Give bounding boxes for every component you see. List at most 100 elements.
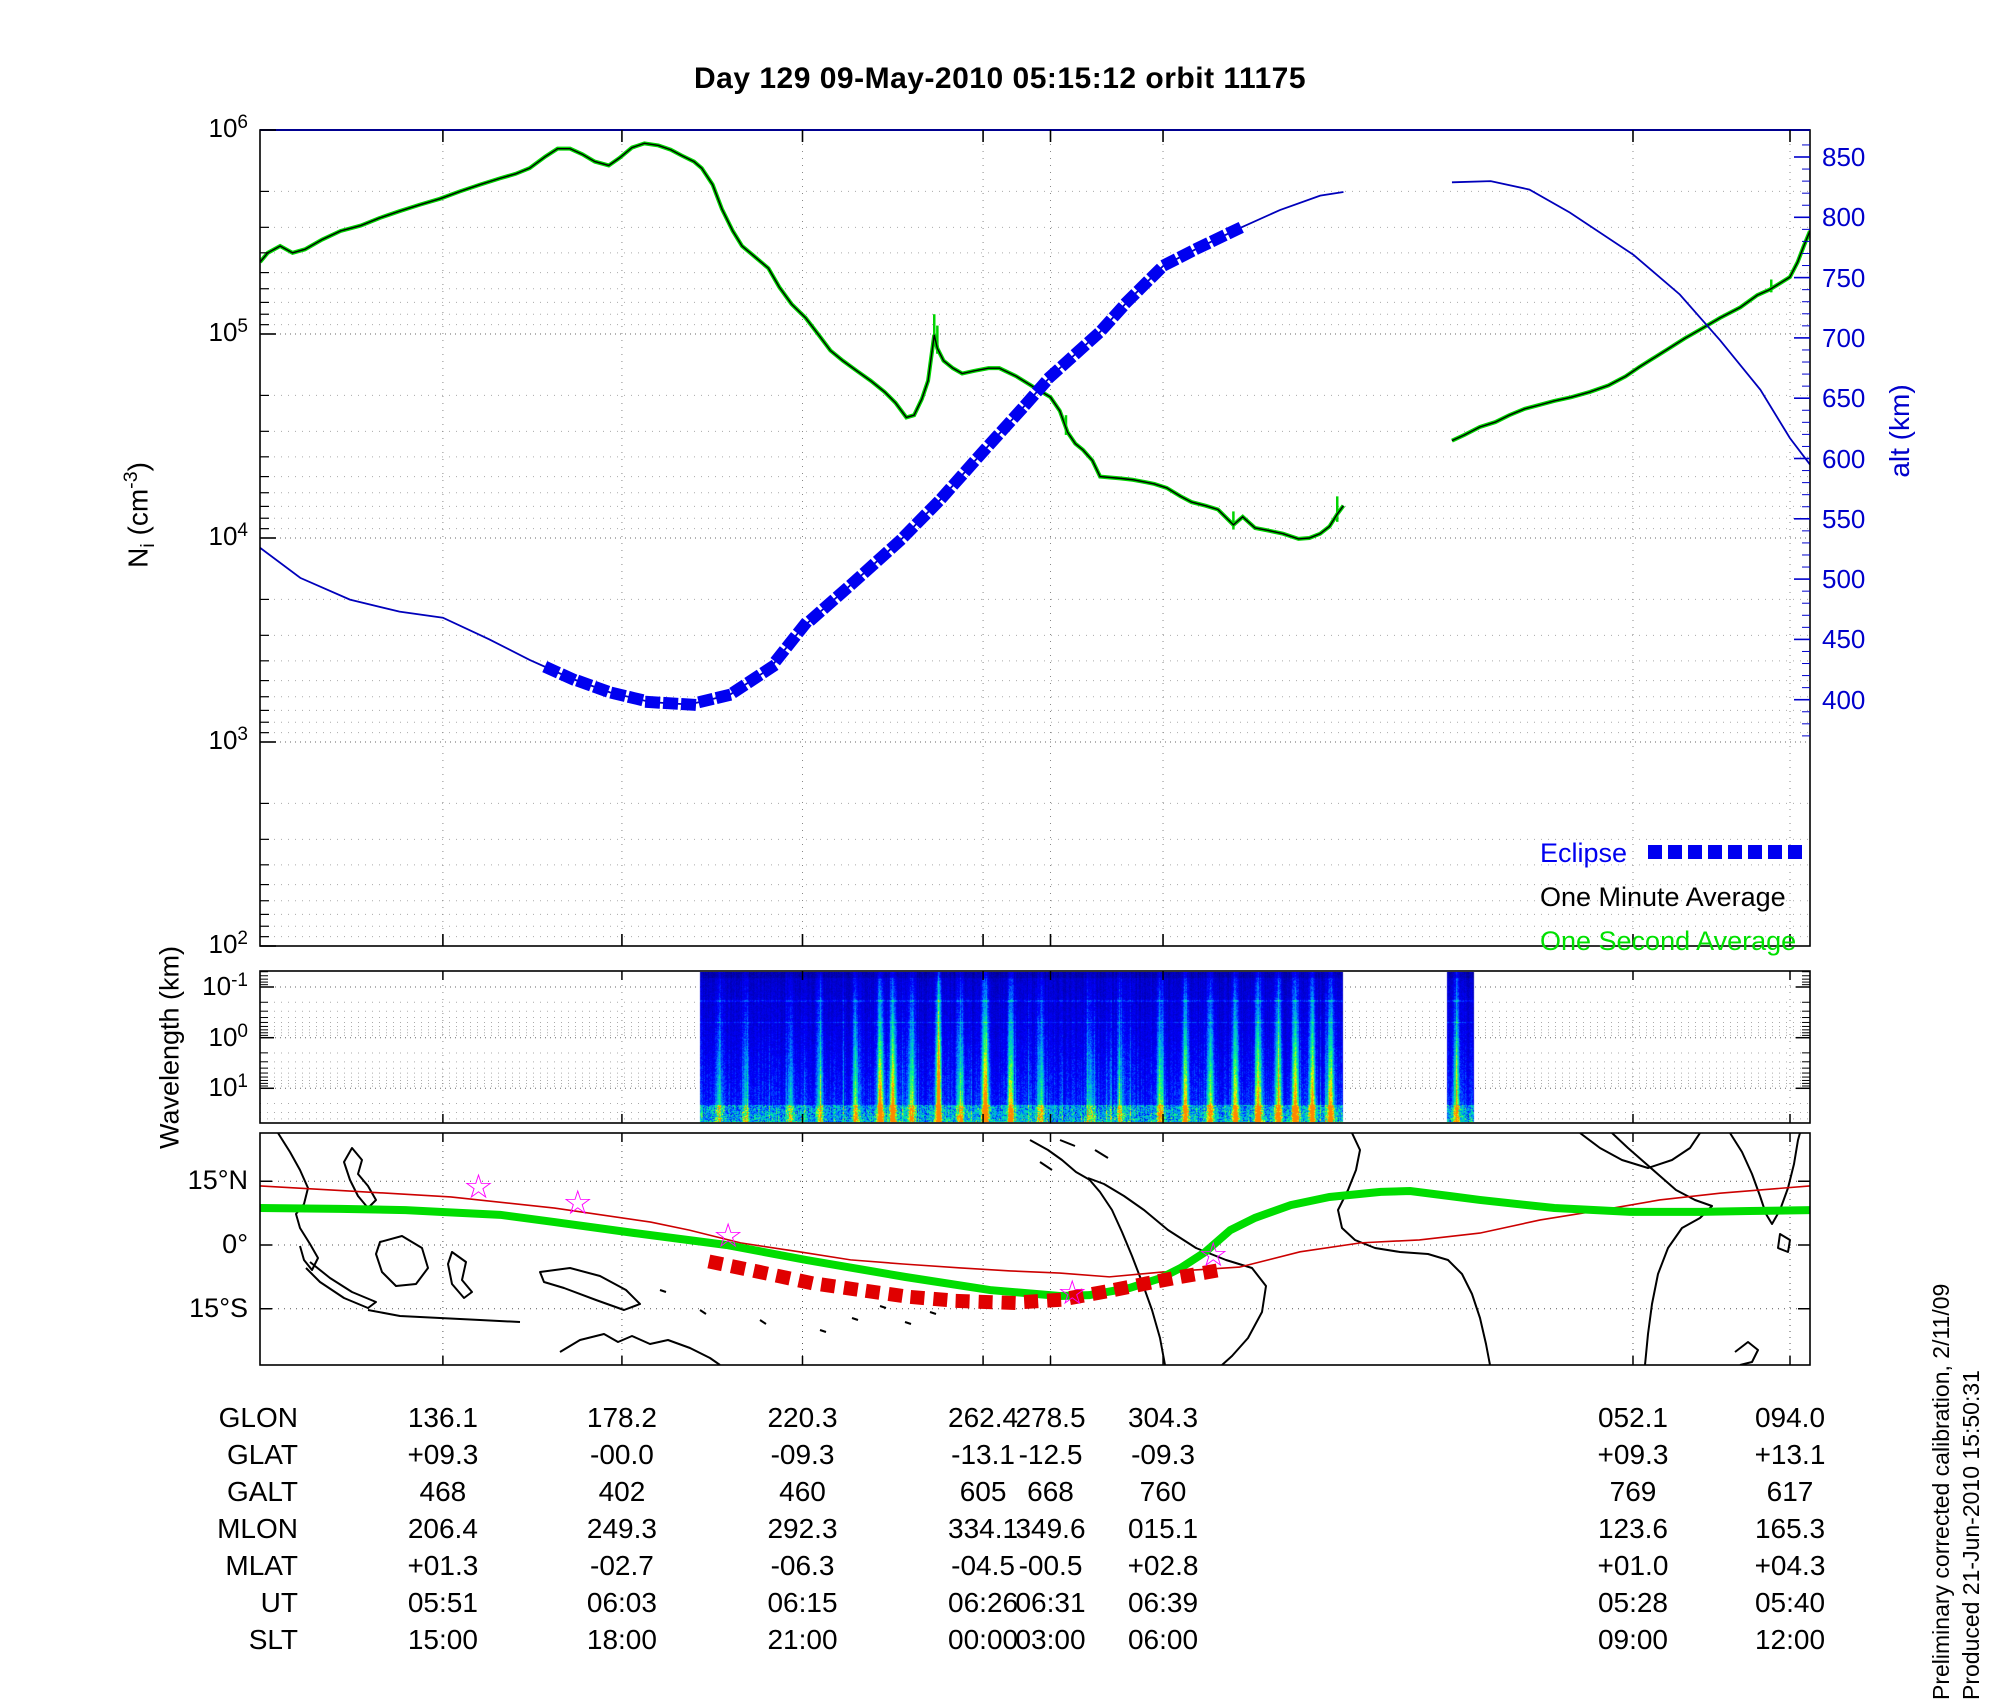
ni-label-sub: i: [136, 543, 159, 548]
one-minute-average-curve: [260, 142, 1345, 540]
wavelength-tick-10e1: 101: [208, 1071, 249, 1103]
alt-tick-850: 850: [1822, 142, 1866, 172]
eclipse-marker: [1208, 229, 1228, 248]
table-cell-ut-7: 05:40: [1754, 1587, 1826, 1618]
table-cell-slt-2: 21:00: [767, 1624, 838, 1655]
eclipse-marker: [805, 606, 825, 626]
legend-eclipse-label: Eclipse: [1540, 838, 1628, 868]
eclipse-marker: [1057, 352, 1077, 372]
wavelength-tick-10e0: 100: [208, 1020, 249, 1052]
density-axis-label: Ni (cm-3): [120, 415, 160, 615]
table-row-label-galt: GALT: [226, 1476, 298, 1507]
table-cell-slt-5: 06:00: [1127, 1624, 1199, 1655]
star-marker: ☆: [713, 1216, 743, 1256]
alt-tick-800: 800: [1822, 202, 1866, 233]
table-cell-glat-5: -09.3: [1131, 1439, 1195, 1470]
table-cell-slt-6: 09:00: [1597, 1624, 1669, 1655]
eclipse-marker: [662, 696, 679, 710]
altitude-curve: [1451, 180, 1810, 466]
eclipse-marker: [948, 470, 968, 490]
table-cell-ut-3: 06:26: [948, 1587, 1019, 1618]
table-row-label-glat: GLAT: [226, 1439, 298, 1470]
eclipse-ground-marker: [1157, 1271, 1174, 1289]
eclipse-marker: [1096, 315, 1116, 335]
coastline: [1729, 1133, 1801, 1225]
eclipse-ground-marker: [1091, 1284, 1108, 1301]
table-cell-glat-7: +13.1: [1754, 1439, 1826, 1470]
one-minute-average-curve: [1451, 230, 1810, 442]
coastline: [1734, 1341, 1759, 1365]
table-cell-mlat-1: -02.7: [590, 1550, 654, 1581]
density-tick-10e4: 104: [208, 520, 249, 551]
eclipse-ground-marker: [1112, 1280, 1130, 1297]
table-cell-glon-4: 278.5: [1015, 1402, 1086, 1433]
eclipse-marker: [626, 690, 645, 707]
eclipse-ground-marker: [1202, 1263, 1219, 1280]
eclipse-ground-marker: [887, 1287, 904, 1303]
eclipse-marker: [960, 457, 980, 477]
spectrogram-image: [261, 972, 1809, 1122]
alt-tick-400: 400: [1822, 684, 1866, 715]
table-row-label-glon: GLON: [218, 1402, 298, 1433]
table-row-label-slt: SLT: [248, 1624, 298, 1655]
eclipse-marker: [575, 674, 594, 692]
coastline: [1087, 1177, 1267, 1365]
eclipse-marker: [770, 646, 790, 666]
star-marker: ☆: [1198, 1235, 1228, 1275]
eclipse-marker: [972, 443, 992, 463]
table-cell-glat-1: -00.0: [590, 1439, 654, 1470]
table-cell-ut-5: 06:39: [1127, 1587, 1199, 1618]
eclipse-marker: [936, 483, 956, 504]
table-cell-slt-4: 03:00: [1015, 1624, 1086, 1655]
table-cell-glat-2: -09.3: [770, 1439, 835, 1470]
eclipse-marker: [899, 522, 919, 542]
eclipse-marker: [729, 679, 749, 698]
eclipse-ground-marker: [820, 1277, 836, 1294]
eclipse-marker: [1176, 245, 1196, 263]
alt-tick-700: 700: [1822, 322, 1866, 353]
map-lat-label-1: 0°: [222, 1229, 248, 1259]
eclipse-marker: [792, 618, 812, 638]
alt-tick-600: 600: [1822, 443, 1866, 474]
eclipse-marker: [1225, 221, 1244, 240]
table-cell-mlon-4: 349.6: [1015, 1513, 1086, 1544]
table-cell-glon-7: 094.0: [1754, 1402, 1826, 1433]
ni-label-close: ): [122, 462, 154, 472]
eclipse-marker: [1120, 289, 1140, 309]
alt-tick-550: 550: [1822, 503, 1866, 534]
page-title: Day 129 09-May-2010 05:15:12 orbit 11175: [693, 62, 1307, 95]
eclipse-marker: [886, 534, 906, 554]
map-bg: [260, 1133, 1810, 1365]
table-cell-mlon-3: 334.1: [948, 1513, 1019, 1544]
eclipse-ground-marker: [1023, 1294, 1039, 1309]
coastline: [367, 1309, 521, 1323]
eclipse-marker: [781, 632, 801, 652]
eclipse-ground-marker: [909, 1289, 925, 1306]
coastline: [343, 1147, 377, 1209]
note-line-2: Produced 21-Jun-2010 15:50:31: [1958, 1370, 1984, 1700]
table-cell-ut-1: 06:03: [586, 1587, 657, 1618]
coastline: [375, 1235, 429, 1287]
table-cell-glon-1: 178.2: [586, 1402, 657, 1433]
legend-eclipse-swatch: [1648, 845, 1806, 859]
eclipse-marker: [819, 594, 839, 614]
map-lat-label-0: 15°N: [187, 1165, 248, 1196]
table-cell-mlon-1: 249.3: [586, 1513, 657, 1544]
eclipse-marker: [1146, 263, 1166, 283]
table-cell-glat-3: -13.1: [951, 1439, 1015, 1470]
density-tick-10e2: 102: [208, 928, 249, 959]
table-cell-glon-6: 052.1: [1597, 1402, 1669, 1433]
table-cell-mlat-6: +01.0: [1597, 1550, 1669, 1581]
eclipse-ground-marker: [978, 1294, 993, 1310]
eclipse-marker: [542, 661, 561, 679]
eclipse-marker: [1192, 237, 1212, 255]
eclipse-marker: [609, 686, 627, 702]
eclipse-marker: [1043, 364, 1064, 384]
density-tick-10e5: 105: [208, 316, 249, 347]
note-line-1: Preliminary corrected calibration, 2/11/…: [1928, 1283, 1954, 1700]
table-cell-mlat-3: -04.5: [951, 1550, 1015, 1581]
table-cell-ut-2: 06:15: [767, 1587, 838, 1618]
eclipse-marker: [697, 692, 715, 709]
